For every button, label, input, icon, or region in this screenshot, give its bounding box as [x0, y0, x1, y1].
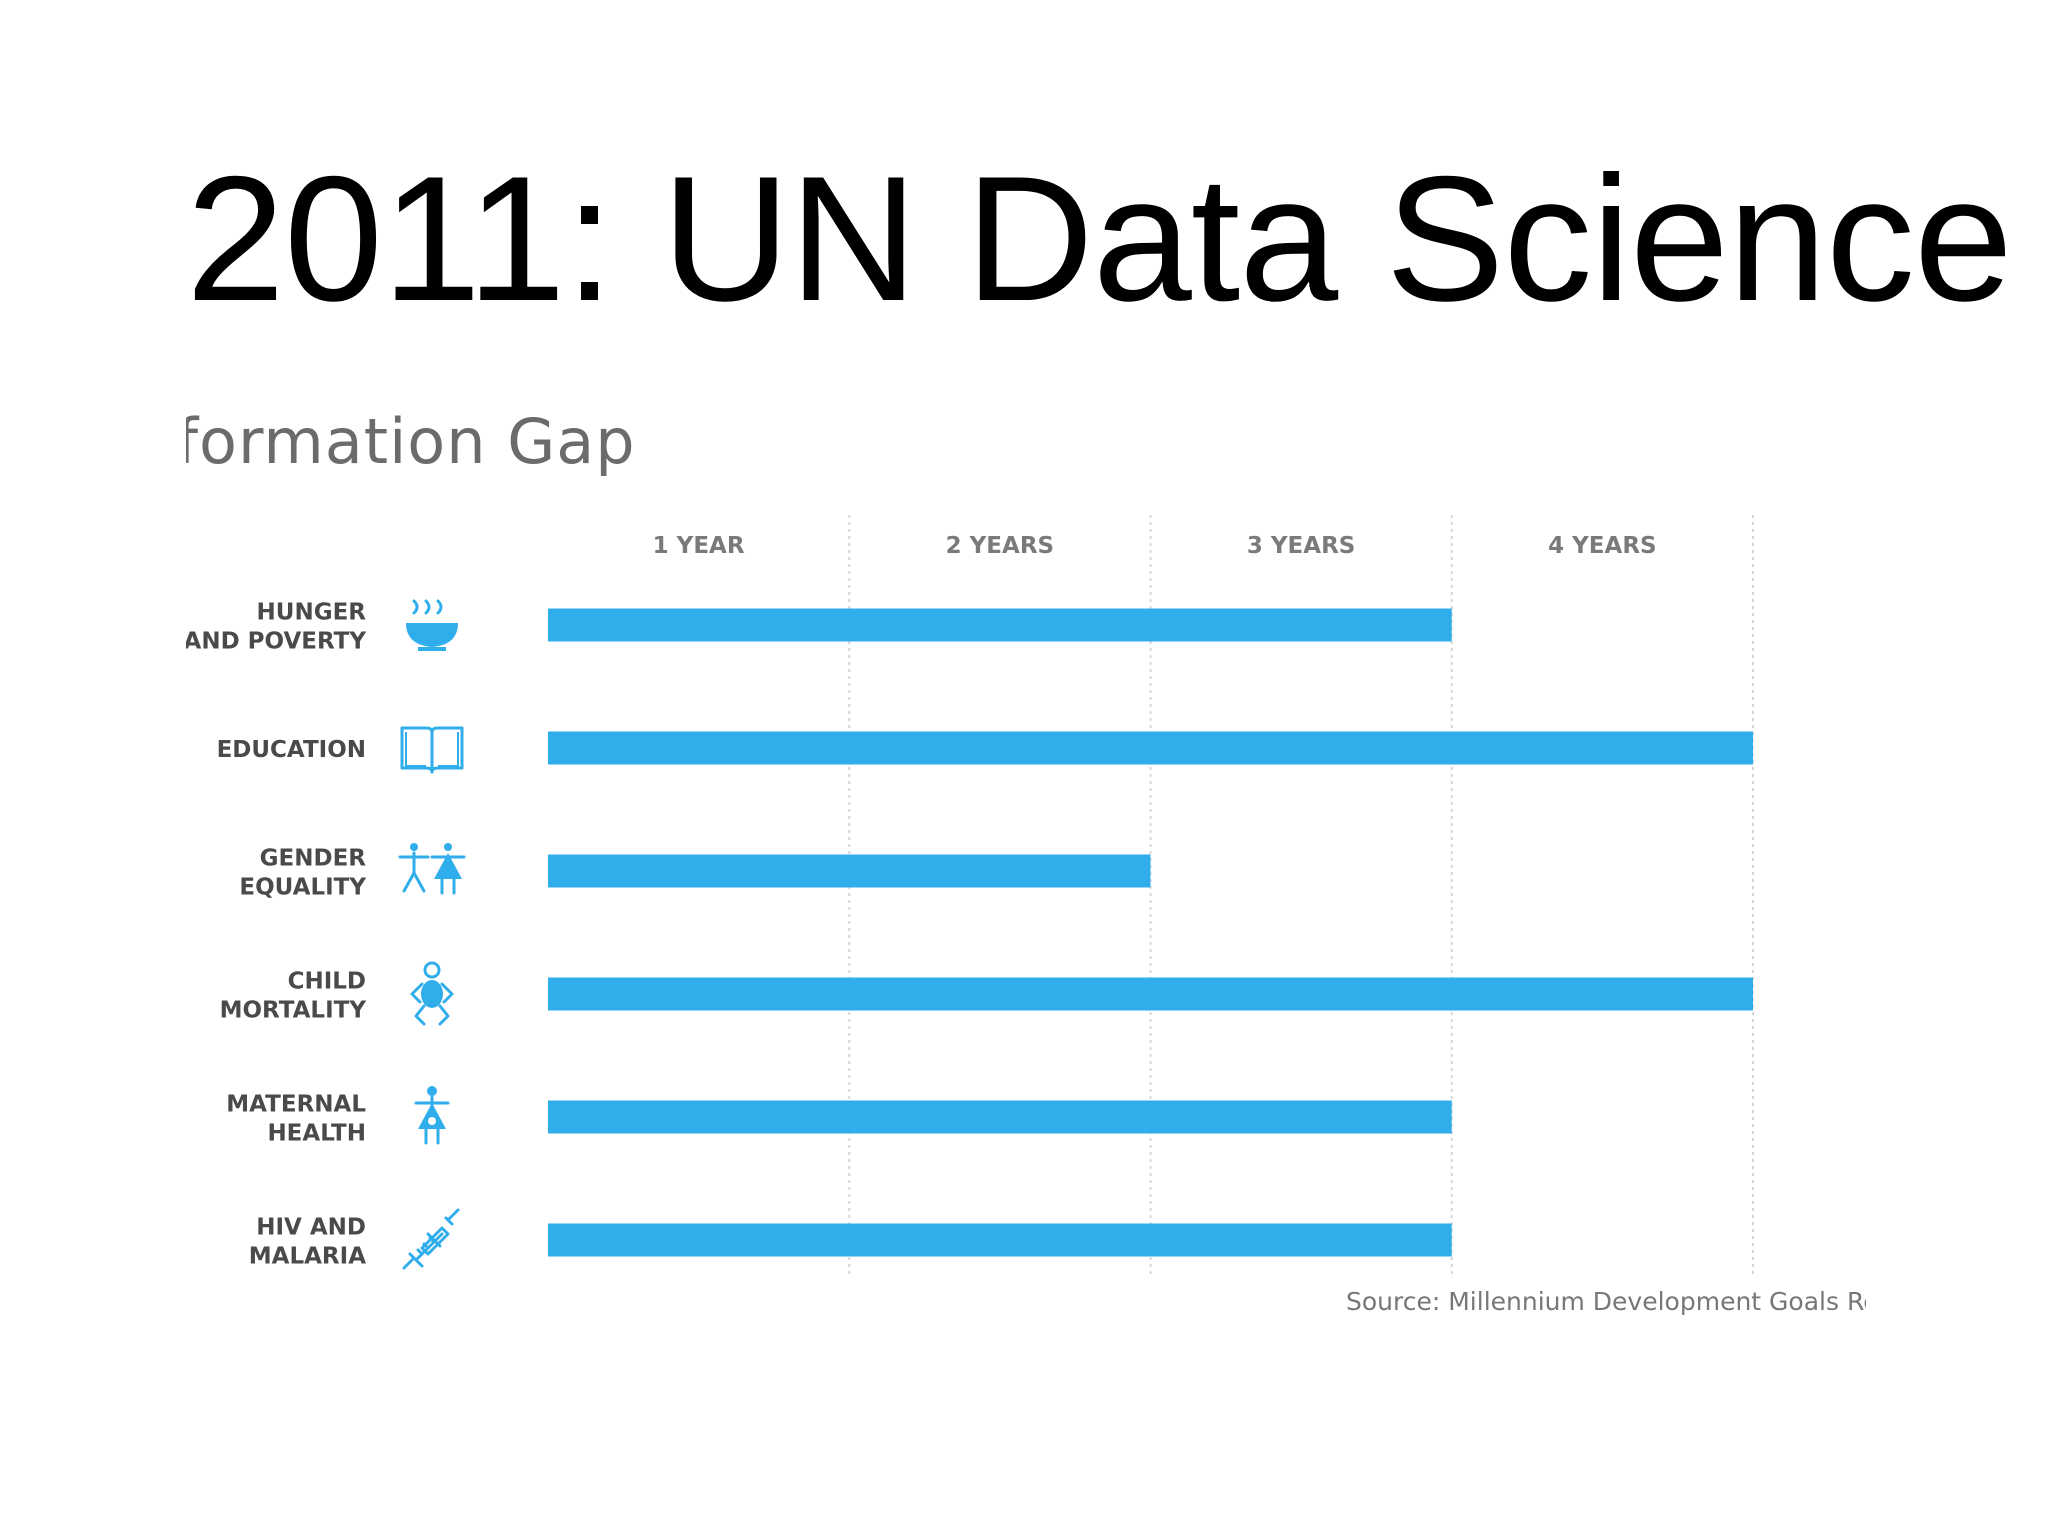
category-label: CHILD — [288, 969, 366, 995]
x-tick-label: 2 YEARS — [946, 533, 1054, 559]
category-label: MALARIA — [249, 1244, 366, 1270]
bar — [548, 1100, 1452, 1134]
category-label: HIV AND — [256, 1215, 366, 1241]
bar — [548, 731, 1753, 765]
bowl-icon — [406, 599, 458, 651]
bar — [548, 1223, 1452, 1257]
gender-icon — [398, 843, 466, 895]
syringe-icon — [402, 1208, 460, 1270]
x-tick-label: 3 YEARS — [1247, 533, 1355, 559]
child-icon — [410, 961, 454, 1026]
x-tick-label: 1 YEAR — [653, 533, 745, 559]
chart-figure: ıformation Gap 1 YEAR 2 YEARS 3 YEARS 4 YEA… — [186, 395, 1866, 1536]
category-label: AND POVERTY — [186, 629, 366, 655]
category-label: MATERNAL — [226, 1092, 366, 1118]
x-tick-label: 4 YEARS — [1548, 533, 1656, 559]
mother-icon — [414, 1086, 450, 1145]
bar — [548, 608, 1452, 642]
category-label: MORTALITY — [220, 998, 367, 1024]
book-icon — [400, 726, 464, 774]
bar-chart: 1 YEAR 2 YEARS 3 YEARS 4 YEARS HUNGER AND POV… — [186, 515, 1754, 1275]
category-label: HEALTH — [267, 1121, 366, 1147]
category-label: GENDER — [260, 846, 367, 872]
source-note: Source: Millennium Development Goals Re — [1346, 1287, 1866, 1316]
category-label: HUNGER — [257, 600, 367, 626]
chart-title: ıformation Gap — [186, 405, 636, 478]
bar — [548, 854, 1151, 888]
slide-title: 2011: UN Data Science — [186, 139, 2013, 338]
category-label: EDUCATION — [217, 737, 366, 763]
category-label: EQUALITY — [239, 875, 366, 901]
bar — [548, 977, 1753, 1011]
